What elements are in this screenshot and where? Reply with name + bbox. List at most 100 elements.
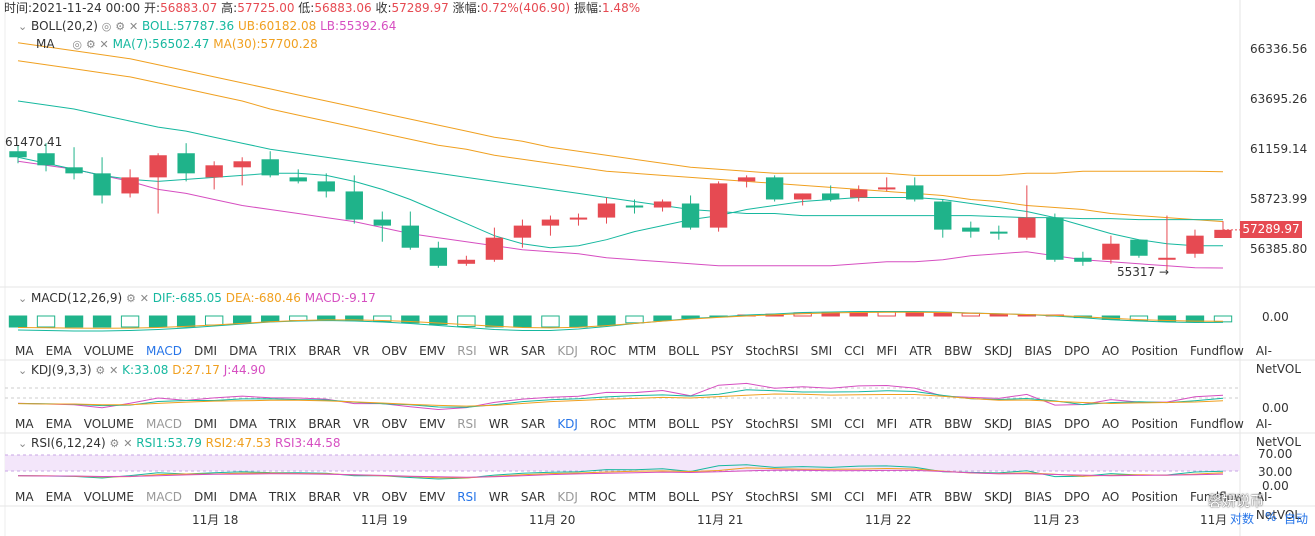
log-scale-link[interactable]: 对数 — [1230, 512, 1255, 526]
tab-dma[interactable]: DMA — [229, 490, 257, 504]
tab-smi[interactable]: SMI — [810, 344, 833, 358]
tab-cci[interactable]: CCI — [844, 490, 865, 504]
tab-obv[interactable]: OBV — [381, 417, 408, 431]
tab-dma[interactable]: DMA — [229, 417, 257, 431]
tab-mfi[interactable]: MFI — [876, 417, 898, 431]
tab-roc[interactable]: ROC — [589, 490, 617, 504]
gear-icon[interactable]: ⚙ — [109, 437, 120, 450]
tab-position[interactable]: Position — [1131, 417, 1179, 431]
eye-icon[interactable]: ◎ — [72, 38, 82, 51]
tab-ema[interactable]: EMA — [45, 417, 72, 431]
close-icon[interactable]: ✕ — [139, 292, 149, 305]
tab-volume[interactable]: VOLUME — [83, 344, 134, 358]
tab-skdj[interactable]: SKDJ — [984, 417, 1013, 431]
collapse-chevron-icon[interactable]: ⌄ — [18, 364, 28, 377]
tab-bias[interactable]: BIAS — [1024, 490, 1052, 504]
tab-trix[interactable]: TRIX — [268, 344, 297, 358]
tab-mfi[interactable]: MFI — [876, 490, 898, 504]
tab-sar[interactable]: SAR — [520, 344, 546, 358]
tab-dpo[interactable]: DPO — [1063, 344, 1090, 358]
tab-kdj[interactable]: KDJ — [557, 344, 578, 358]
tab-fundflow[interactable]: Fundflow — [1190, 490, 1244, 504]
tab-rsi[interactable]: RSI — [457, 344, 477, 358]
tab-atr[interactable]: ATR — [909, 490, 933, 504]
collapse-chevron-icon[interactable]: ⌄ — [18, 292, 28, 305]
tab-ao[interactable]: AO — [1101, 490, 1120, 504]
tab-dmi[interactable]: DMI — [193, 490, 218, 504]
tab-psy[interactable]: PSY — [711, 344, 734, 358]
tab-ma[interactable]: MA — [15, 344, 34, 358]
tab-ai-netvol[interactable]: AI-NetVOL — [1255, 417, 1302, 449]
tab-skdj[interactable]: SKDJ — [984, 490, 1013, 504]
close-icon[interactable]: ✕ — [99, 38, 109, 51]
tab-kdj[interactable]: KDJ — [557, 417, 578, 431]
tab-brar[interactable]: BRAR — [308, 490, 341, 504]
tab-stochrsi[interactable]: StochRSI — [745, 417, 799, 431]
tab-smi[interactable]: SMI — [810, 490, 833, 504]
tab-atr[interactable]: ATR — [909, 344, 933, 358]
tab-roc[interactable]: ROC — [589, 344, 617, 358]
tab-sar[interactable]: SAR — [520, 490, 546, 504]
tab-brar[interactable]: BRAR — [308, 344, 341, 358]
tab-mfi[interactable]: MFI — [876, 344, 898, 358]
tab-dmi[interactable]: DMI — [193, 344, 218, 358]
eye-icon[interactable]: ◎ — [101, 20, 112, 33]
tab-dmi[interactable]: DMI — [193, 417, 218, 431]
tab-vr[interactable]: VR — [352, 344, 370, 358]
tab-ma[interactable]: MA — [15, 417, 34, 431]
tab-trix[interactable]: TRIX — [268, 490, 297, 504]
close-icon[interactable]: ✕ — [128, 20, 139, 33]
tab-ao[interactable]: AO — [1101, 344, 1120, 358]
auto-scale-link[interactable]: 自动 — [1284, 512, 1309, 526]
tab-obv[interactable]: OBV — [381, 344, 408, 358]
tab-dma[interactable]: DMA — [229, 344, 257, 358]
tab-cci[interactable]: CCI — [844, 344, 865, 358]
close-icon[interactable]: ✕ — [109, 364, 119, 377]
tab-stochrsi[interactable]: StochRSI — [745, 344, 799, 358]
tab-vr[interactable]: VR — [352, 490, 370, 504]
tab-psy[interactable]: PSY — [711, 417, 734, 431]
percent-scale-link[interactable]: % — [1265, 510, 1277, 524]
tab-volume[interactable]: VOLUME — [83, 417, 134, 431]
tab-bbw[interactable]: BBW — [944, 344, 973, 358]
close-icon[interactable]: ✕ — [123, 437, 133, 450]
tab-stochrsi[interactable]: StochRSI — [745, 490, 799, 504]
tab-wr[interactable]: WR — [488, 417, 509, 431]
tab-sar[interactable]: SAR — [520, 417, 546, 431]
tab-fundflow[interactable]: Fundflow — [1190, 344, 1244, 358]
gear-icon[interactable]: ⚙ — [85, 38, 96, 51]
tab-atr[interactable]: ATR — [909, 417, 933, 431]
tab-obv[interactable]: OBV — [381, 490, 408, 504]
tab-mtm[interactable]: MTM — [628, 490, 657, 504]
tab-dpo[interactable]: DPO — [1063, 490, 1090, 504]
collapse-chevron-icon[interactable]: ⌄ — [18, 20, 28, 33]
tab-emv[interactable]: EMV — [419, 417, 446, 431]
tab-wr[interactable]: WR — [488, 344, 509, 358]
tab-brar[interactable]: BRAR — [308, 417, 341, 431]
tab-boll[interactable]: BOLL — [668, 344, 700, 358]
tab-ema[interactable]: EMA — [45, 344, 72, 358]
tab-fundflow[interactable]: Fundflow — [1190, 417, 1244, 431]
tab-ai-netvol[interactable]: AI-NetVOL — [1255, 490, 1302, 522]
tab-boll[interactable]: BOLL — [668, 417, 700, 431]
tab-mtm[interactable]: MTM — [628, 344, 657, 358]
tab-bias[interactable]: BIAS — [1024, 417, 1052, 431]
tab-smi[interactable]: SMI — [810, 417, 833, 431]
tab-position[interactable]: Position — [1131, 344, 1179, 358]
tab-cci[interactable]: CCI — [844, 417, 865, 431]
tab-emv[interactable]: EMV — [419, 490, 446, 504]
tab-bbw[interactable]: BBW — [944, 417, 973, 431]
tab-vr[interactable]: VR — [352, 417, 370, 431]
tab-ema[interactable]: EMA — [45, 490, 72, 504]
tab-rsi[interactable]: RSI — [457, 490, 477, 504]
tab-ai-netvol[interactable]: AI-NetVOL — [1255, 344, 1302, 376]
tab-macd[interactable]: MACD — [145, 490, 182, 504]
tab-skdj[interactable]: SKDJ — [984, 344, 1013, 358]
tab-trix[interactable]: TRIX — [268, 417, 297, 431]
tab-bias[interactable]: BIAS — [1024, 344, 1052, 358]
tab-psy[interactable]: PSY — [711, 490, 734, 504]
tab-bbw[interactable]: BBW — [944, 490, 973, 504]
tab-macd[interactable]: MACD — [145, 417, 182, 431]
tab-boll[interactable]: BOLL — [668, 490, 700, 504]
tab-ma[interactable]: MA — [15, 490, 34, 504]
